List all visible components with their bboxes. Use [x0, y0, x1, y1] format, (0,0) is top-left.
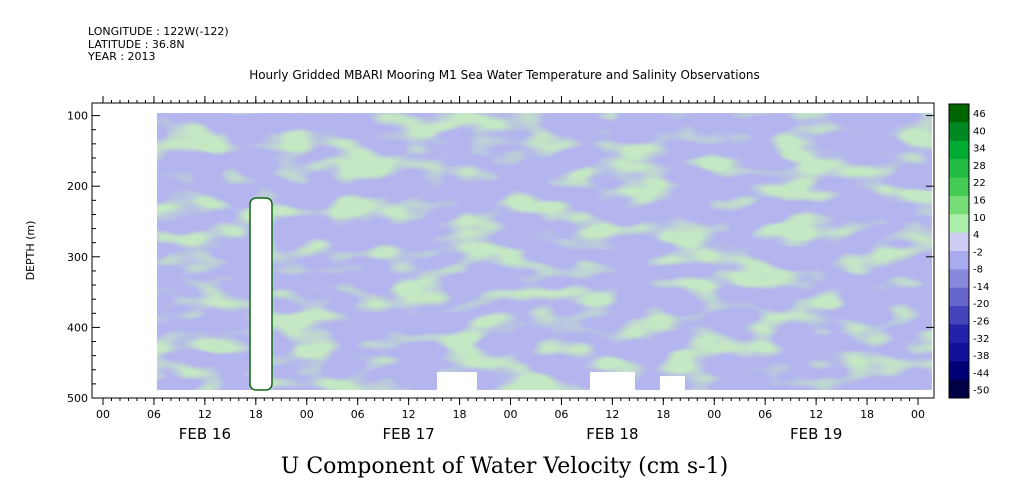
- colorbar-segment: [949, 342, 969, 362]
- x-tick-label: 18: [249, 408, 263, 421]
- x-tick-label: 12: [809, 408, 823, 421]
- x-tick-label: 06: [147, 408, 161, 421]
- colorbar-label: -8: [973, 265, 983, 276]
- colorbar-label: -20: [973, 299, 989, 310]
- colorbar-segment: [949, 159, 969, 178]
- x-date-label: FEB 17: [382, 425, 434, 443]
- y-tick-label: 400: [67, 321, 88, 334]
- colorbar-segment: [949, 177, 969, 197]
- colorbar-segment: [949, 269, 969, 289]
- colorbar-segment: [949, 122, 969, 142]
- colorbar-label: -2: [973, 247, 983, 258]
- axes: 00 06 12 18 00 06 12 18 00 06 12 18 00 06 12 18 00 FEB 16…: [24, 96, 935, 443]
- heatmap-green-patches: [157, 113, 932, 390]
- colorbar-label: -14: [973, 282, 989, 293]
- x-tick-label: 00: [707, 408, 721, 421]
- colorbar-segment: [949, 324, 969, 344]
- colorbar: 46 40 34 28 22 16 10 4 -2 -8 -14 -20 -26 -32 -38 -44 -50: [948, 103, 989, 399]
- colorbar-label: -50: [973, 386, 989, 397]
- y-tick-label: 100: [67, 110, 88, 123]
- colorbar-label: 28: [973, 161, 986, 172]
- colorbar-label: -26: [973, 317, 989, 328]
- colorbar-segment: [949, 214, 969, 234]
- missing-data-bottom-3: [660, 376, 685, 390]
- x-tick-label: 06: [758, 408, 772, 421]
- colorbar-segment: [949, 195, 969, 215]
- colorbar-segment: [949, 251, 969, 270]
- chart-title: U Component of Water Velocity (cm s-1): [280, 454, 729, 479]
- x-tick-label: 18: [453, 408, 467, 421]
- colorbar-label: 22: [973, 178, 986, 189]
- y-tick-label: 200: [67, 180, 88, 193]
- colorbar-segment: [949, 232, 969, 252]
- plot-area: [92, 103, 934, 398]
- colorbar-segment: [949, 379, 969, 399]
- colorbar-segment: [949, 287, 969, 307]
- x-tick-label: 06: [351, 408, 365, 421]
- longitude-label: LONGITUDE : 122W(-122): [88, 25, 229, 38]
- x-tick-label: 18: [656, 408, 670, 421]
- x-date-label: FEB 19: [790, 425, 842, 443]
- latitude-label: LATITUDE : 36.8N: [88, 38, 185, 51]
- colorbar-segment: [949, 104, 969, 123]
- x-tick-label: 00: [96, 408, 110, 421]
- x-date-label: FEB 16: [179, 425, 231, 443]
- x-tick-label: 12: [605, 408, 619, 421]
- y-axis-label: DEPTH (m): [24, 221, 37, 281]
- colorbar-label: 34: [973, 144, 986, 155]
- colorbar-label: 16: [973, 195, 986, 206]
- x-tick-label: 00: [911, 408, 925, 421]
- colorbar-segment: [949, 140, 969, 160]
- plot-frame: [91, 102, 935, 399]
- y-tick-label: 500: [67, 392, 88, 405]
- chart-subtitle: Hourly Gridded MBARI Mooring M1 Sea Wate…: [249, 68, 760, 82]
- colorbar-label: 46: [973, 109, 986, 120]
- colorbar-segment: [949, 306, 969, 325]
- x-tick-label: 12: [402, 408, 416, 421]
- colorbar-label: -44: [973, 368, 989, 379]
- x-tick-label: 12: [198, 408, 212, 421]
- y-tick-label: 300: [67, 251, 88, 264]
- missing-data-gap: [249, 197, 273, 391]
- x-date-label: FEB 18: [586, 425, 638, 443]
- missing-data-bottom-2: [590, 372, 635, 390]
- colorbar-label: -32: [973, 334, 989, 345]
- colorbar-frame: [948, 103, 970, 399]
- x-tick-label: 00: [504, 408, 518, 421]
- colorbar-label: 40: [973, 126, 986, 137]
- x-tick-label: 00: [300, 408, 314, 421]
- colorbar-label: 10: [973, 213, 986, 224]
- colorbar-label: 4: [973, 230, 979, 241]
- missing-data-bottom-1: [437, 372, 477, 390]
- x-tick-label: 06: [554, 408, 568, 421]
- x-tick-label: 18: [860, 408, 874, 421]
- colorbar-segment: [949, 361, 969, 381]
- colorbar-label: -38: [973, 351, 989, 362]
- year-label: YEAR : 2013: [88, 50, 156, 63]
